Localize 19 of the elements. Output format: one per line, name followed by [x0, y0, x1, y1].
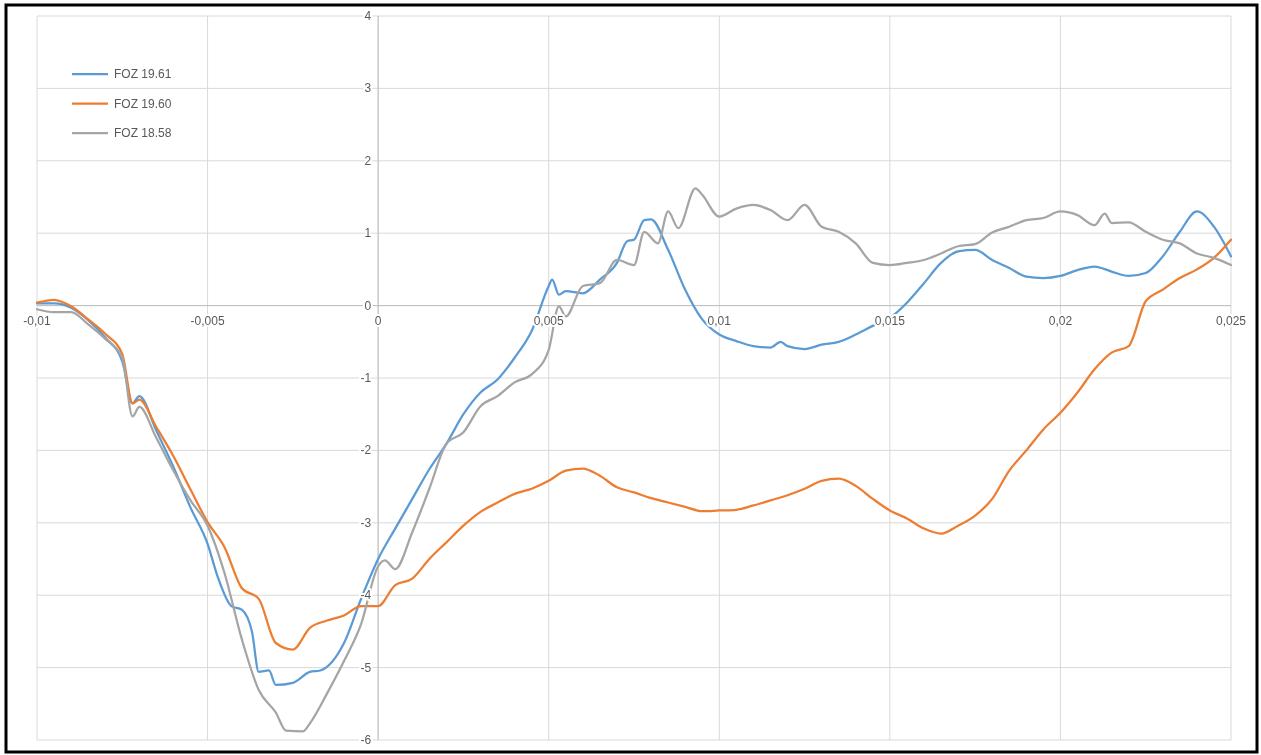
- x-tick-label: -0,005: [190, 313, 225, 328]
- y-tick-label: 2: [364, 153, 372, 168]
- y-tick-label: 4: [364, 9, 372, 23]
- x-tick-label: 0,01: [707, 313, 732, 328]
- y-tick-label: -5: [360, 660, 372, 675]
- y-tick-label: -2: [360, 443, 372, 458]
- legend-label: FOZ 19.61: [114, 67, 172, 81]
- y-tick-label: 0: [364, 298, 372, 313]
- y-tick-label: -3: [360, 515, 372, 530]
- legend-label: FOZ 18.58: [114, 126, 172, 140]
- x-tick-label: 0: [374, 313, 382, 328]
- x-tick-label: 0,02: [1048, 313, 1073, 328]
- y-tick-label: -6: [360, 733, 372, 747]
- y-tick-label: -1: [360, 371, 372, 385]
- y-tick-label: 3: [364, 81, 372, 96]
- legend-label: FOZ 19.60: [114, 96, 172, 111]
- y-tick-label: 1: [364, 226, 372, 241]
- x-tick-label: 0,025: [1215, 313, 1247, 328]
- x-tick-label: -0,01: [23, 313, 51, 328]
